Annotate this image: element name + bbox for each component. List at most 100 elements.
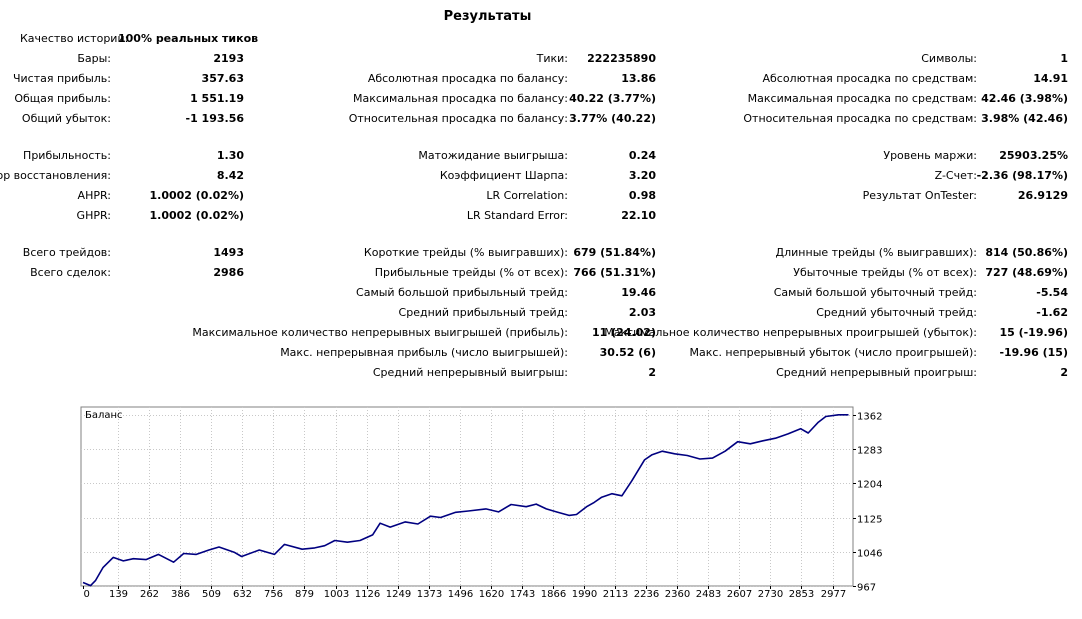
stat-label: Длинные трейды (% выигравших): <box>775 246 977 259</box>
stat-value: 1 <box>1060 52 1068 65</box>
stat-value: 727 (48.69%) <box>985 266 1068 279</box>
stat-label: Самый большой прибыльный трейд: <box>356 286 568 299</box>
stat-value: 222235890 <box>587 52 656 65</box>
stat-label: Макс. непрерывная прибыль (число выигрыш… <box>280 346 568 359</box>
stat-value: 1.30 <box>216 149 244 162</box>
chart-x-tick-label: 879 <box>295 589 314 600</box>
stat-value: 22.10 <box>621 209 656 222</box>
stat-value: -19.96 (15) <box>999 346 1068 359</box>
stat-label: Тики: <box>536 52 568 65</box>
stat-value: 40.22 (3.77%) <box>569 92 656 105</box>
chart-x-tick-label: 1249 <box>386 589 411 600</box>
chart-x-tick-label: 1990 <box>572 589 597 600</box>
stat-value: -2.36 (98.17%) <box>976 169 1068 182</box>
chart-y-tick-label: 1283 <box>857 446 882 457</box>
stat-label: Символы: <box>921 52 977 65</box>
stat-value: 13.86 <box>621 72 656 85</box>
chart-plot-area <box>80 406 854 587</box>
stat-value: 766 (51.31%) <box>573 266 656 279</box>
stat-value: 2986 <box>213 266 244 279</box>
stat-label: Абсолютная просадка по балансу: <box>367 72 568 85</box>
stat-label: Средний прибыльный трейд: <box>398 306 568 319</box>
chart-x-tick-label: 2113 <box>603 589 628 600</box>
chart-y-tick-label: 1125 <box>857 515 882 526</box>
stat-label: GHPR: <box>76 209 111 222</box>
stat-label: Относительная просадка по балансу: <box>348 112 568 125</box>
stat-label: Макс. непрерывный убыток (число проигрыш… <box>689 346 977 359</box>
stat-value: 11 (24.02) <box>592 326 656 339</box>
stat-value: 0.24 <box>628 149 656 162</box>
chart-y-tick-label: 967 <box>857 583 876 594</box>
report-title: Результаты <box>443 9 532 24</box>
stat-label: Коэффициент Шарпа: <box>439 169 568 182</box>
chart-x-tick-label: 2607 <box>727 589 752 600</box>
stat-value: 0.98 <box>628 189 656 202</box>
stat-label: AHPR: <box>77 189 111 202</box>
chart-x-tick-label: 1126 <box>355 589 380 600</box>
stat-label: Средний непрерывный выигрыш: <box>372 366 568 379</box>
stat-label: Короткие трейды (% выигравших): <box>363 246 568 259</box>
stat-value: 3.20 <box>628 169 656 182</box>
stat-label: Z-Счет: <box>934 169 977 182</box>
chart-x-tick-label: 1003 <box>324 589 349 600</box>
stat-label: Общий убыток: <box>21 112 111 125</box>
stat-value: 15 (-19.96) <box>999 326 1068 339</box>
chart-x-tick-label: 0 <box>84 589 90 600</box>
chart-x-tick-label: 1620 <box>479 589 504 600</box>
stat-value: 814 (50.86%) <box>985 246 1068 259</box>
stat-label: Максимальное количество непрерывных выиг… <box>192 326 568 339</box>
stat-value: 14.91 <box>1033 72 1068 85</box>
chart-x-tick-label: 2483 <box>696 589 721 600</box>
stat-label: Средний непрерывный проигрыш: <box>776 366 977 379</box>
stat-label: Общая прибыль: <box>14 92 111 105</box>
chart-x-tick-label: 632 <box>233 589 252 600</box>
stat-label: Фактор восстановления: <box>0 169 111 182</box>
stat-label: Матожидание выигрыша: <box>418 149 568 162</box>
stat-value: 679 (51.84%) <box>573 246 656 259</box>
stat-value: 2 <box>648 366 656 379</box>
chart-y-tick-label: 1046 <box>857 549 882 560</box>
chart-x-tick-label: 386 <box>171 589 190 600</box>
stat-label: Максимальная просадка по балансу: <box>352 92 568 105</box>
stat-value: -1 193.56 <box>185 112 245 125</box>
stat-label: Прибыльные трейды (% от всех): <box>374 266 568 279</box>
stat-label: Максимальное количество непрерывных прои… <box>604 326 977 339</box>
chart-x-tick-label: 1373 <box>417 589 442 600</box>
stat-label: LR Correlation: <box>486 189 568 202</box>
stat-label: Относительная просадка по средствам: <box>743 112 977 125</box>
chart-x-tick-label: 1743 <box>510 589 535 600</box>
stat-label: Прибыльность: <box>23 149 111 162</box>
stat-value: 2.03 <box>628 306 656 319</box>
chart-legend-balance: Баланс <box>85 410 123 421</box>
stat-label: Результат OnTester: <box>862 189 977 202</box>
stat-value: 8.42 <box>216 169 244 182</box>
stat-value: 42.46 (3.98%) <box>981 92 1068 105</box>
stat-value: 1493 <box>213 246 244 259</box>
chart-x-tick-label: 139 <box>109 589 128 600</box>
stat-label: Самый большой убыточный трейд: <box>773 286 977 299</box>
stat-value: 1.0002 (0.02%) <box>149 189 245 202</box>
chart-x-tick-label: 2977 <box>821 589 846 600</box>
history-quality-value: 100% реальных тиков <box>118 32 259 45</box>
stat-value: 2 <box>1060 366 1068 379</box>
stat-label: Бары: <box>77 52 111 65</box>
stat-value: 3.77% (40.22) <box>569 112 656 125</box>
stat-label: Всего сделок: <box>30 266 111 279</box>
chart-x-tick-label: 262 <box>140 589 159 600</box>
chart-x-tick-label: 756 <box>264 589 283 600</box>
stat-value: 1 551.19 <box>190 92 244 105</box>
chart-x-tick-label: 1496 <box>448 589 473 600</box>
chart-x-tick-label: 2730 <box>758 589 783 600</box>
stat-value: 2193 <box>213 52 244 65</box>
stat-value: 25903.25% <box>999 149 1068 162</box>
stat-value: 26.9129 <box>1017 189 1068 202</box>
stat-label: LR Standard Error: <box>466 209 568 222</box>
chart-x-tick-label: 2236 <box>634 589 659 600</box>
stat-value: 1.0002 (0.02%) <box>149 209 245 222</box>
chart-x-tick-label: 2360 <box>665 589 690 600</box>
stat-value: 3.98% (42.46) <box>981 112 1068 125</box>
stat-label: Абсолютная просадка по средствам: <box>762 72 977 85</box>
stat-value: 30.52 (6) <box>599 346 656 359</box>
stat-label: Убыточные трейды (% от всех): <box>793 266 977 279</box>
